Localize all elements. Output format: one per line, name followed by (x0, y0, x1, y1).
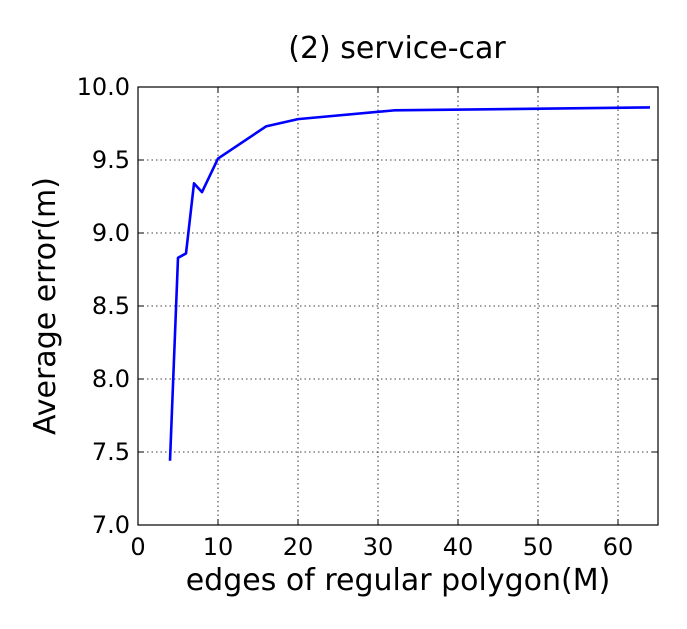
x-tick-label: 60 (603, 533, 634, 561)
y-tick-label: 10.0 (77, 73, 130, 101)
y-tick-label: 8.0 (92, 365, 130, 393)
x-tick-label: 40 (443, 533, 474, 561)
x-axis: 0 10 20 30 40 50 60 (130, 87, 633, 561)
x-tick-label: 50 (523, 533, 554, 561)
grid (138, 87, 658, 525)
y-tick-label: 9.5 (92, 146, 130, 174)
y-tick-label: 8.5 (92, 292, 130, 320)
y-tick-label: 7.0 (92, 511, 130, 539)
y-tick-label: 9.0 (92, 219, 130, 247)
y-axis-label: Average error(m) (28, 177, 63, 435)
x-tick-label: 0 (130, 533, 145, 561)
series-layer (168, 106, 651, 461)
x-tick-label: 10 (203, 533, 234, 561)
x-tick-label: 20 (283, 533, 314, 561)
chart-title: (2) service-car (288, 31, 506, 66)
series-line (168, 106, 651, 461)
y-axis: 7.0 7.5 8.0 8.5 9.0 9.5 10.0 (77, 73, 658, 539)
y-tick-label: 7.5 (92, 438, 130, 466)
x-tick-label: 30 (363, 533, 394, 561)
x-axis-label: edges of regular polygon(M) (186, 563, 611, 598)
